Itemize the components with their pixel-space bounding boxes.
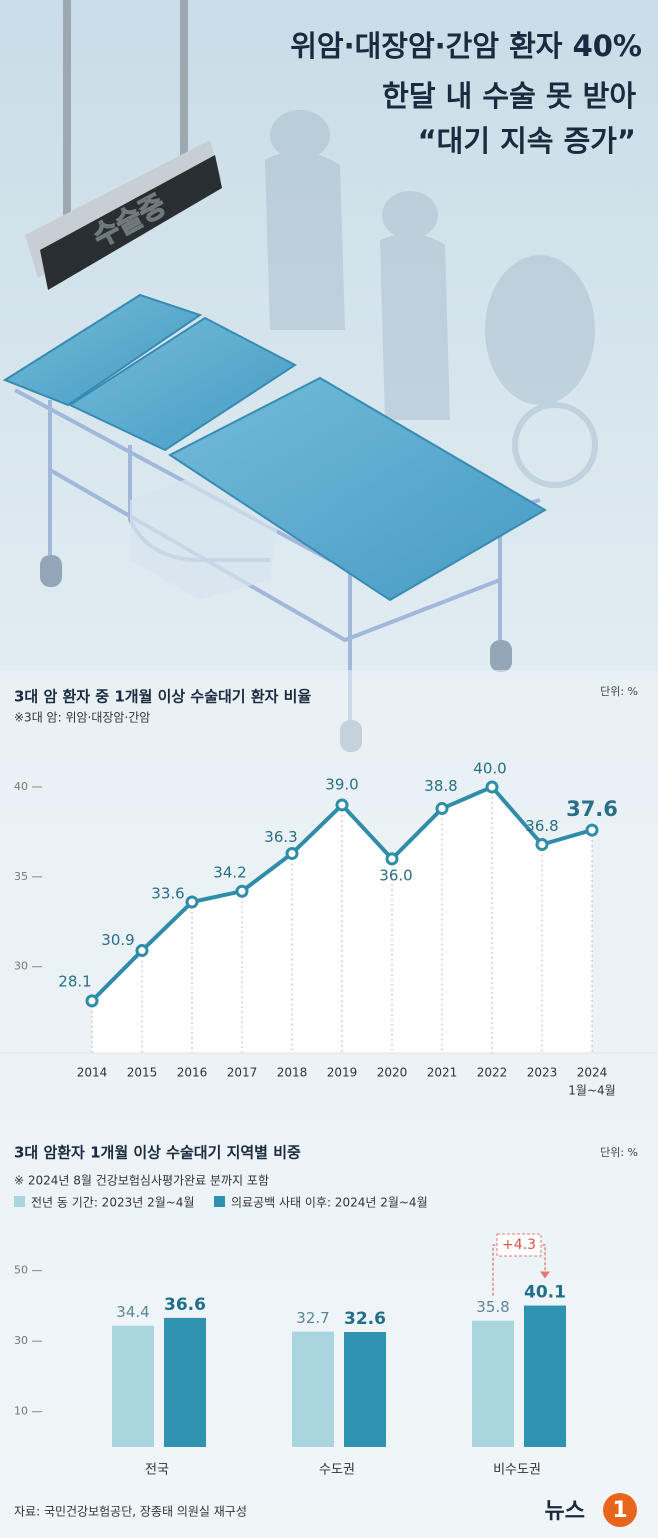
sign-board xyxy=(40,155,222,290)
headline: 위암·대장암·간암 환자 40% xyxy=(290,29,642,63)
marker xyxy=(585,823,599,837)
bar xyxy=(344,1332,386,1447)
chart-note: ※3대 암: 위암·대장암·간암 xyxy=(14,711,150,725)
y-tick-label: 10 xyxy=(14,1405,28,1418)
unit-label: 단위: % xyxy=(600,685,638,698)
value-label: 37.6 xyxy=(566,797,618,821)
value-label: 35.8 xyxy=(476,1298,509,1316)
headline: 한달 내 수술 못 받아 xyxy=(382,79,636,113)
pad xyxy=(2,293,203,407)
marker xyxy=(185,895,199,909)
value-label: 40.0 xyxy=(473,759,506,777)
value-label: 40.1 xyxy=(524,1283,566,1303)
pad xyxy=(67,316,297,452)
unit-label: 단위: % xyxy=(600,1146,638,1159)
legend-swatch xyxy=(14,1196,25,1207)
x-tick-label: 2015 xyxy=(127,1066,158,1080)
value-label: 30.9 xyxy=(101,931,134,949)
x-tick-label: 2022 xyxy=(477,1066,508,1080)
value-label: 38.8 xyxy=(424,777,457,795)
value-label: 36.3 xyxy=(264,828,297,846)
value-label: 36.0 xyxy=(379,866,412,884)
chart-title: 3대 암 환자 중 1개월 이상 수술대기 환자 비율 xyxy=(14,688,311,706)
value-label: 33.6 xyxy=(151,885,184,903)
value-label: 36.6 xyxy=(164,1295,206,1315)
y-tick-label: 50 xyxy=(14,1264,28,1277)
y-tick-label: 35 xyxy=(14,870,28,883)
legend-swatch xyxy=(214,1196,225,1207)
legend-label: 전년 동 기간: 2023년 2월~4월 xyxy=(31,1196,195,1210)
marker xyxy=(435,802,449,816)
illustration: 수술중 xyxy=(2,0,598,752)
marker xyxy=(285,846,299,860)
marker xyxy=(335,798,349,812)
value-label: 36.8 xyxy=(525,817,558,835)
x-tick-label: 2017 xyxy=(227,1066,258,1080)
x-tick-label: 2016 xyxy=(177,1066,208,1080)
marker xyxy=(385,852,399,866)
logo-text: 뉴스 xyxy=(545,1499,585,1524)
y-tick-label: 40 xyxy=(14,780,28,793)
bar xyxy=(164,1317,206,1447)
legend-label: 의료공백 사태 이후: 2024년 2월~4월 xyxy=(231,1196,428,1210)
x-tick-sublabel: 1월~4월 xyxy=(568,1084,615,1098)
x-tick-label: 전국 xyxy=(145,1463,169,1478)
pole xyxy=(63,0,71,225)
x-tick-label: 2019 xyxy=(327,1066,358,1080)
marker xyxy=(535,837,549,851)
value-label: 34.4 xyxy=(116,1303,149,1321)
x-tick-label: 2014 xyxy=(77,1066,108,1080)
value-label: 39.0 xyxy=(325,775,358,793)
headline: “대기 지속 증가” xyxy=(418,124,636,158)
x-tick-label: 2023 xyxy=(527,1066,558,1080)
pole xyxy=(180,0,188,160)
value-label: 34.2 xyxy=(213,864,246,882)
value-label: 28.1 xyxy=(58,972,91,990)
bar xyxy=(472,1320,514,1447)
y-tick-label: 30 xyxy=(14,1334,28,1347)
x-tick-label: 수도권 xyxy=(319,1463,355,1478)
marker xyxy=(235,884,249,898)
logo-badge xyxy=(603,1493,637,1527)
y-tick-label: 30 xyxy=(14,960,28,973)
value-label: 32.7 xyxy=(296,1309,329,1327)
bar xyxy=(292,1331,334,1447)
bar xyxy=(524,1305,566,1447)
source: 자료: 국민건강보험공단, 장종태 의원실 재구성 xyxy=(14,1505,247,1519)
annotation: +4.3 xyxy=(502,1237,536,1253)
x-tick-label: 2018 xyxy=(277,1066,308,1080)
annotation-box xyxy=(496,1233,542,1257)
x-tick-label: 비수도권 xyxy=(493,1463,541,1478)
marker xyxy=(85,994,99,1008)
chart-note: ※ 2024년 8월 건강보험심사평가완료 분까지 포함 xyxy=(14,1174,269,1188)
chart-title: 3대 암환자 1개월 이상 수술대기 지역별 비중 xyxy=(14,1144,301,1162)
pad xyxy=(168,376,547,602)
bar xyxy=(112,1325,154,1447)
value-label: 32.6 xyxy=(344,1309,386,1329)
shadow-figures xyxy=(265,110,598,488)
annotation-arrow xyxy=(540,1271,550,1279)
x-tick-label: 2020 xyxy=(377,1066,408,1080)
marker xyxy=(135,944,149,958)
x-tick-label: 2024 xyxy=(577,1066,608,1080)
x-tick-label: 2021 xyxy=(427,1066,458,1080)
logo-number: 1 xyxy=(612,1498,627,1523)
marker xyxy=(485,780,499,794)
